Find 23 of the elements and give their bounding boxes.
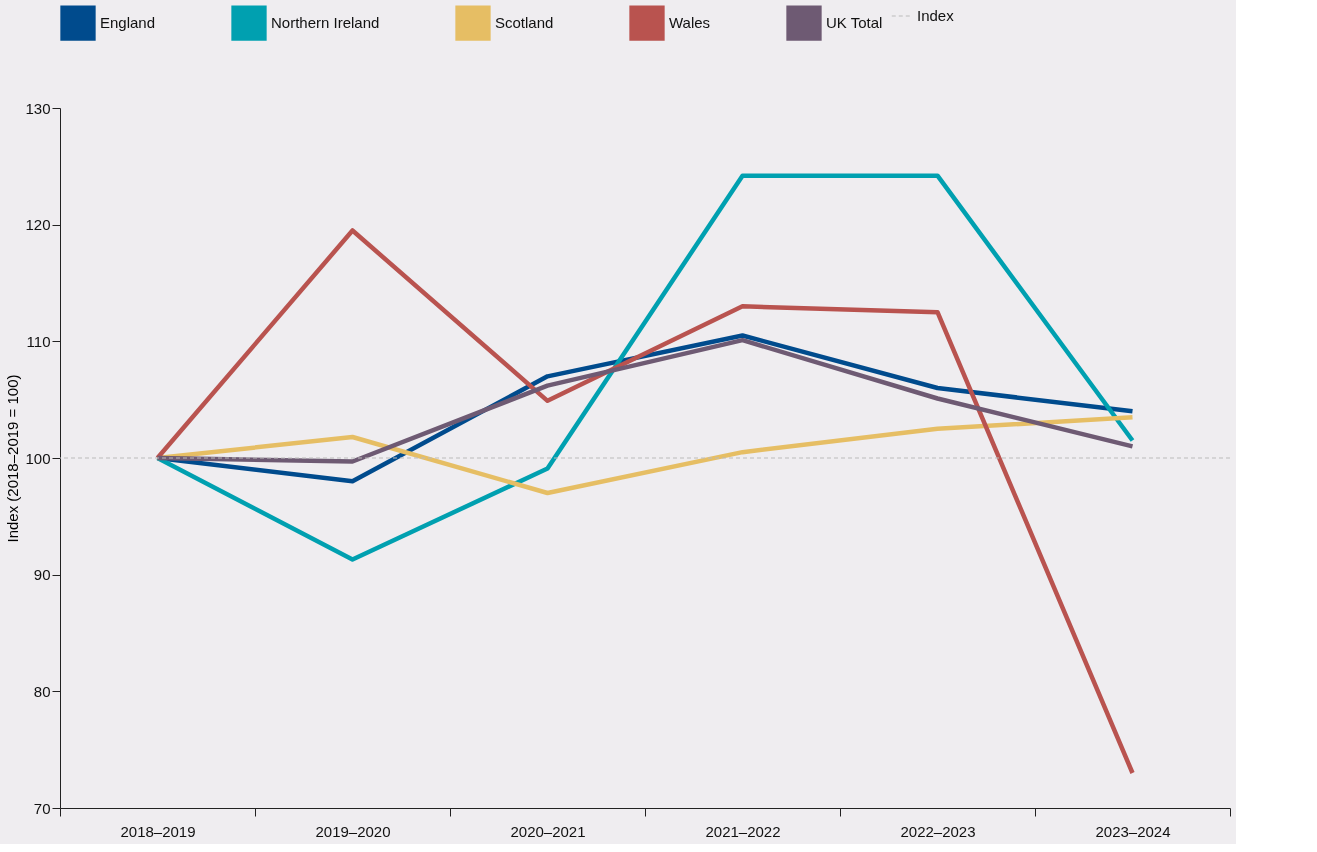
legend-label: England [100, 14, 156, 32]
x-tick-label: 2020–2021 [510, 822, 586, 840]
x-tick-label: 2022–2023 [900, 822, 976, 840]
line-series [155, 173, 1135, 562]
legend-label: Northern Ireland [271, 14, 380, 32]
x-tick-label: 2021–2022 [705, 822, 781, 840]
line-series [155, 228, 1135, 776]
y-axis-title: Index (2018–2019 = 100) [4, 374, 22, 543]
x-tick-label: 2019–2020 [315, 822, 391, 840]
legend-label: Scotland [495, 14, 554, 32]
x-tick-label: 2018–2019 [120, 822, 196, 840]
y-tick-label: 100 [25, 449, 51, 467]
y-tick-label: 90 [33, 566, 51, 584]
legend-label: Wales [669, 14, 711, 32]
y-tick-label: 130 [25, 99, 51, 117]
y-tick-label: 70 [33, 799, 51, 817]
legend-label: UK Total [826, 14, 883, 32]
y-tick-label: 110 [26, 332, 51, 350]
y-tick-label: 80 [33, 682, 51, 700]
y-tick-label: 120 [25, 216, 51, 234]
x-tick-label: 2023–2024 [1095, 822, 1171, 840]
legend-label: Index [917, 7, 955, 24]
line-series [155, 337, 1135, 464]
